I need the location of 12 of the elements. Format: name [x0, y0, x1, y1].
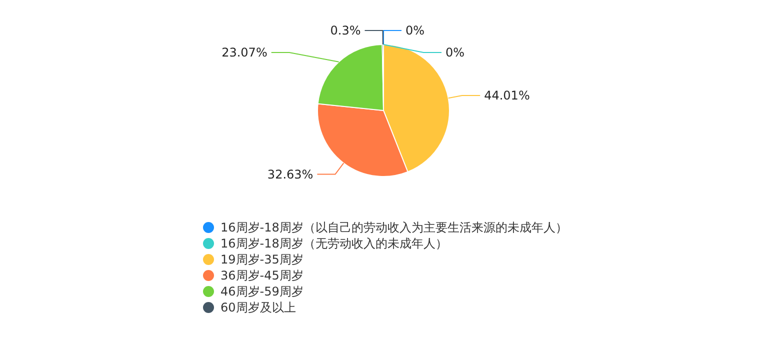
legend-label: 60周岁及以上 — [220, 300, 296, 314]
data-label: 23.07% — [222, 46, 268, 60]
data-label: 0.3% — [330, 24, 361, 38]
text: 0% — [406, 24, 425, 38]
data-label: 32.63% — [267, 167, 314, 182]
legend-label: 16周岁-18周岁（以自己的劳动收入为主要生活来源的未成年人） — [220, 220, 568, 234]
data-label: 44.01% — [484, 88, 530, 103]
legend-label: 16周岁-18周岁（无劳动收入的未成年人） — [220, 236, 448, 250]
text: 0% — [446, 46, 465, 60]
legend-label: 46周岁-59周岁 — [220, 284, 304, 298]
legend-label: 19周岁-35周岁 — [220, 252, 304, 266]
legend-label: 36周岁-45周岁 — [220, 268, 304, 282]
